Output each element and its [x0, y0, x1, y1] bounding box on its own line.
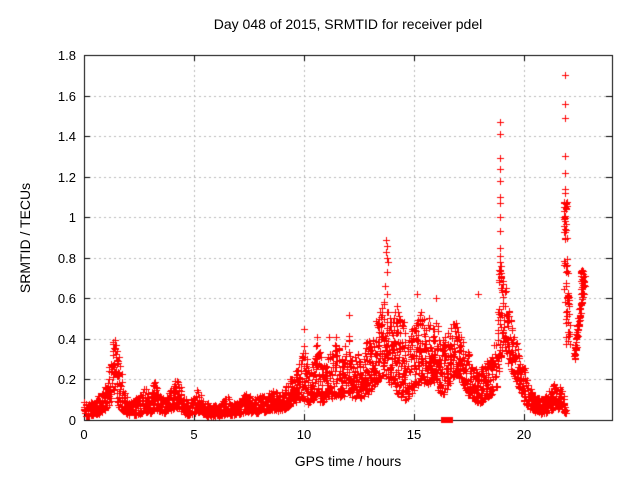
y-tick-label: 0.6: [57, 291, 76, 306]
plot-title: Day 048 of 2015, SRMTID for receiver pde…: [213, 16, 483, 32]
y-tick-label: 0.4: [57, 332, 76, 347]
y-tick-label: 0: [68, 413, 76, 428]
x-tick-label: 10: [296, 427, 312, 442]
x-axis-label: GPS time / hours: [294, 453, 402, 469]
y-axis-label: SRMTID / TECUs: [17, 182, 33, 294]
x-tick-label: 0: [80, 427, 88, 442]
y-tick-label: 1.4: [57, 129, 76, 144]
y-tick-label: 1.6: [57, 89, 76, 104]
y-tick-label: 1.2: [57, 170, 76, 185]
x-tick-label: 5: [190, 427, 198, 442]
x-tick-label: 20: [516, 427, 532, 442]
y-tick-label: 1: [68, 210, 76, 225]
y-tick-label: 0.8: [57, 251, 76, 266]
x-tick-label: 15: [406, 427, 422, 442]
y-tick-label: 1.8: [57, 48, 76, 63]
y-tick-label: 0.2: [57, 372, 76, 387]
